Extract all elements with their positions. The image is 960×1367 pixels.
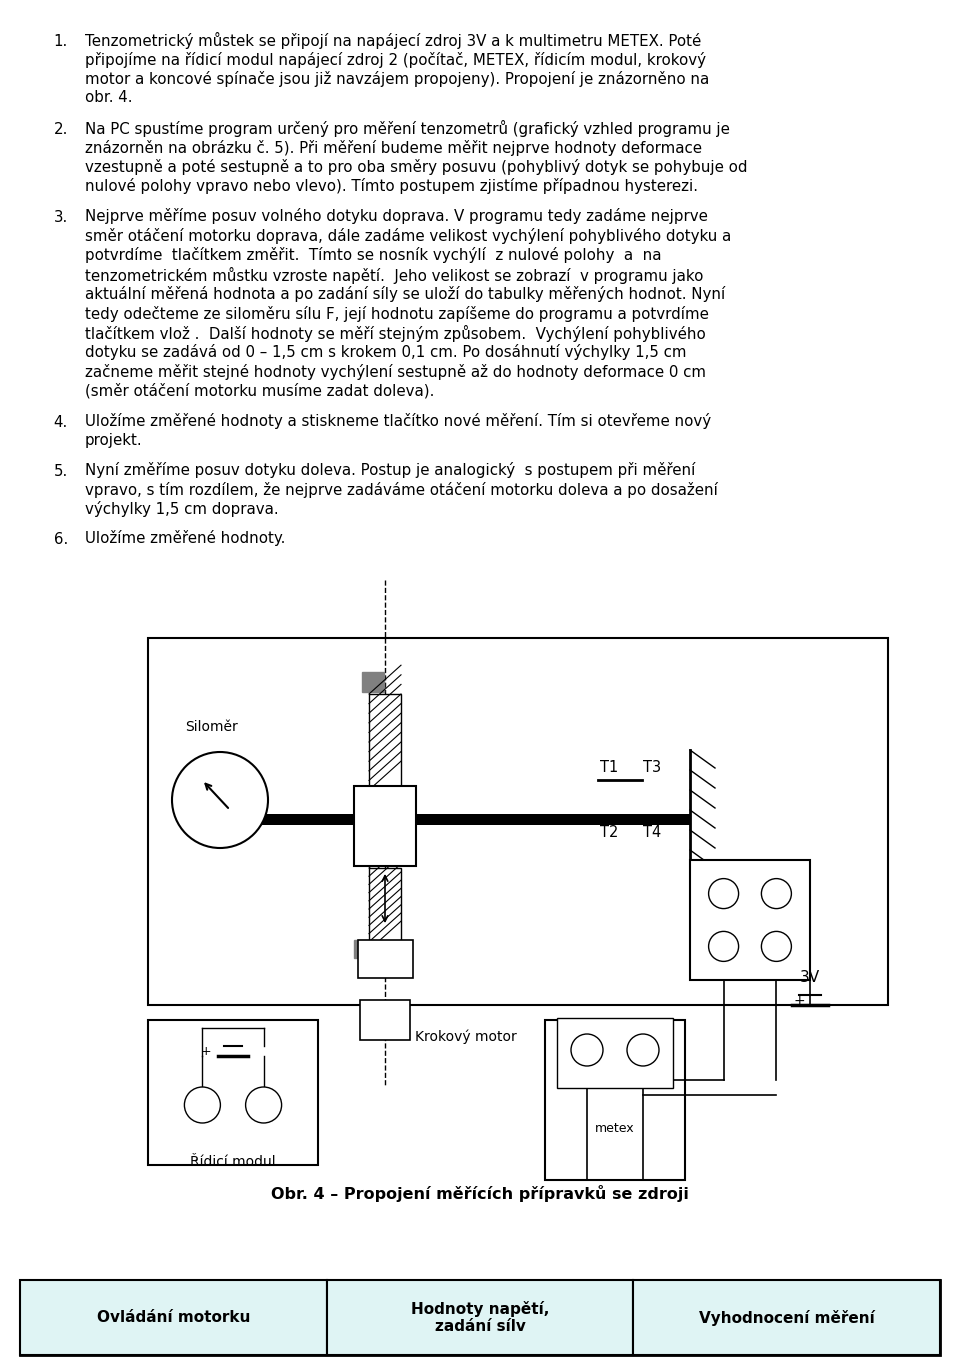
Text: T1: T1 <box>600 760 618 775</box>
Text: Nyní změříme posuv dotyku doleva. Postup je analogický  s postupem při měření: Nyní změříme posuv dotyku doleva. Postup… <box>85 462 695 478</box>
Text: T3: T3 <box>643 760 661 775</box>
Bar <box>362 673 384 692</box>
Text: Na PC spustíme program určený pro měření tenzometrů (grafický vzhled programu je: Na PC spustíme program určený pro měření… <box>85 120 730 137</box>
Text: tlačítkem vlož .  Další hodnoty se měří stejným způsobem.  Vychýlení pohyblivého: tlačítkem vlož . Další hodnoty se měří s… <box>85 325 706 342</box>
Circle shape <box>627 1033 659 1066</box>
Circle shape <box>761 879 791 909</box>
Text: Tenzometrický můstek se připojí na napájecí zdroj 3V a k multimetru METEX. Poté: Tenzometrický můstek se připojí na napáj… <box>85 31 701 49</box>
Bar <box>148 1020 318 1165</box>
Text: 4.: 4. <box>54 416 68 431</box>
Text: dotyku se zadává od 0 – 1,5 cm s krokem 0,1 cm. Po dosáhnutí výchylky 1,5 cm: dotyku se zadává od 0 – 1,5 cm s krokem … <box>85 344 686 361</box>
Text: (směr otáčení motorku musíme zadat doleva).: (směr otáčení motorku musíme zadat dolev… <box>85 384 434 399</box>
Text: začneme měřit stejné hodnoty vychýlení sestupně až do hodnoty deformace 0 cm: začneme měřit stejné hodnoty vychýlení s… <box>85 364 706 380</box>
Text: 5.: 5. <box>54 463 68 478</box>
Bar <box>690 860 810 980</box>
Bar <box>205 813 690 826</box>
Circle shape <box>571 1033 603 1066</box>
Text: Obr. 4 – Propojení měřících přípravků se zdroji: Obr. 4 – Propojení měřících přípravků se… <box>271 1185 689 1202</box>
Circle shape <box>708 931 738 961</box>
Text: 2.: 2. <box>54 122 68 137</box>
Text: 1.: 1. <box>54 34 68 49</box>
Text: tenzometrickém můstku vzroste napětí.  Jeho velikost se zobrazí  v programu jako: tenzometrickém můstku vzroste napětí. Je… <box>85 267 704 283</box>
Text: Uložíme změřené hodnoty a stiskneme tlačítko nové měření. Tím si otevřeme nový: Uložíme změřené hodnoty a stiskneme tlač… <box>85 413 711 429</box>
Text: nulové polohy vpravo nebo vlevo). Tímto postupem zjistíme případnou hysterezi.: nulové polohy vpravo nebo vlevo). Tímto … <box>85 179 698 194</box>
Text: obr. 4.: obr. 4. <box>85 90 132 105</box>
Bar <box>326 1280 634 1355</box>
Bar <box>557 1018 673 1088</box>
Text: znázorněn na obrázku č. 5). Při měření budeme měřit nejprve hodnoty deformace: znázorněn na obrázku č. 5). Při měření b… <box>85 139 702 156</box>
Text: T2: T2 <box>600 826 618 839</box>
Bar <box>634 1280 940 1355</box>
Circle shape <box>184 1087 221 1124</box>
Text: Uložíme změřené hodnoty.: Uložíme změřené hodnoty. <box>85 530 285 547</box>
Text: vpravo, s tím rozdílem, že nejprve zadáváme otáčení motorku doleva a po dosažení: vpravo, s tím rozdílem, že nejprve zadáv… <box>85 481 718 498</box>
Bar <box>358 940 413 977</box>
Text: potvrdíme  tlačítkem změřit.  Tímto se nosník vychýlí  z nulové polohy  a  na: potvrdíme tlačítkem změřit. Tímto se nos… <box>85 247 661 262</box>
Text: T4: T4 <box>643 826 661 839</box>
Text: 6.: 6. <box>54 533 68 548</box>
Text: 3.: 3. <box>54 211 68 226</box>
Bar <box>360 1001 410 1040</box>
Circle shape <box>708 879 738 909</box>
Text: +: + <box>201 1044 211 1058</box>
Text: Ovládání motorku: Ovládání motorku <box>97 1310 250 1325</box>
Text: 3V: 3V <box>800 971 820 986</box>
Text: Krokový motor: Krokový motor <box>415 1029 516 1044</box>
Text: Řídicí modul: Řídicí modul <box>190 1155 276 1169</box>
Text: výchylky 1,5 cm doprava.: výchylky 1,5 cm doprava. <box>85 500 278 517</box>
Text: metex: metex <box>595 1121 635 1135</box>
Text: Nejprve měříme posuv volného dotyku doprava. V programu tedy zadáme nejprve: Nejprve měříme posuv volného dotyku dopr… <box>85 208 708 224</box>
Bar <box>20 1280 326 1355</box>
Bar <box>545 1020 685 1180</box>
Bar <box>354 940 376 958</box>
Text: tedy odečteme ze siloměru sílu F, její hodnotu zapíšeme do programu a potvrdíme: tedy odečteme ze siloměru sílu F, její h… <box>85 305 708 321</box>
Bar <box>369 694 401 790</box>
Circle shape <box>172 752 268 848</box>
Text: projekt.: projekt. <box>85 432 143 447</box>
Bar <box>369 868 401 950</box>
Text: Siloměr: Siloměr <box>185 720 238 734</box>
Text: aktuální měřená hodnota a po zadání síly se uloží do tabulky měřených hodnot. Ny: aktuální měřená hodnota a po zadání síly… <box>85 286 725 302</box>
Text: +: + <box>793 994 805 1007</box>
Text: Vyhodnocení měření: Vyhodnocení měření <box>699 1310 875 1326</box>
Circle shape <box>246 1087 281 1124</box>
Text: směr otáčení motorku doprava, dále zadáme velikost vychýlení pohyblivého dotyku : směr otáčení motorku doprava, dále zadám… <box>85 227 732 243</box>
Text: vzestupně a poté sestupně a to pro oba směry posuvu (pohyblivý dotyk se pohybuje: vzestupně a poté sestupně a to pro oba s… <box>85 159 748 175</box>
Circle shape <box>761 931 791 961</box>
Text: připojíme na řídicí modul napájecí zdroj 2 (počítač, METEX, řídicím modul, kroko: připojíme na řídicí modul napájecí zdroj… <box>85 52 706 67</box>
Bar <box>354 786 416 867</box>
Text: motor a koncové spínače jsou již navzájem propojeny). Propojení je znázorněno na: motor a koncové spínače jsou již navzáje… <box>85 71 709 87</box>
Text: Hodnoty napětí,
zadání sílv: Hodnoty napětí, zadání sílv <box>411 1301 549 1334</box>
Bar <box>20 1280 940 1355</box>
